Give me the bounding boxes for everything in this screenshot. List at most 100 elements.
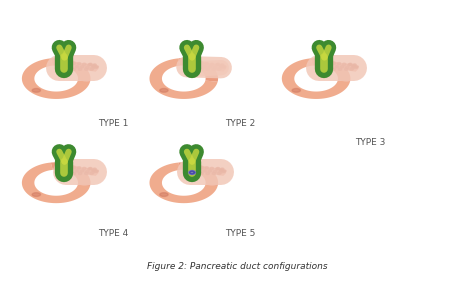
Circle shape <box>332 63 336 65</box>
Circle shape <box>189 66 196 70</box>
Circle shape <box>88 168 91 170</box>
Circle shape <box>92 65 95 67</box>
Circle shape <box>89 168 92 170</box>
Text: TYPE 4: TYPE 4 <box>98 229 128 237</box>
PathPatch shape <box>282 58 350 99</box>
Circle shape <box>91 67 94 69</box>
Circle shape <box>188 66 192 68</box>
Circle shape <box>196 66 200 68</box>
Circle shape <box>220 64 224 66</box>
Circle shape <box>223 170 226 172</box>
Circle shape <box>219 169 223 171</box>
Circle shape <box>82 167 86 170</box>
Circle shape <box>189 171 195 175</box>
Circle shape <box>340 66 344 68</box>
PathPatch shape <box>51 58 91 82</box>
Circle shape <box>208 170 212 172</box>
Circle shape <box>95 170 99 172</box>
Circle shape <box>93 64 96 66</box>
Circle shape <box>91 171 94 173</box>
Circle shape <box>85 170 89 173</box>
Circle shape <box>85 66 89 68</box>
Ellipse shape <box>160 193 168 196</box>
PathPatch shape <box>149 162 218 203</box>
Circle shape <box>217 68 221 70</box>
Circle shape <box>61 170 68 174</box>
PathPatch shape <box>186 63 227 72</box>
Circle shape <box>354 66 357 68</box>
Circle shape <box>205 63 209 65</box>
Circle shape <box>77 167 81 169</box>
Circle shape <box>352 65 356 67</box>
Circle shape <box>89 63 92 65</box>
Circle shape <box>61 66 64 68</box>
Circle shape <box>203 170 207 172</box>
Circle shape <box>338 68 342 70</box>
PathPatch shape <box>149 58 218 99</box>
Circle shape <box>335 66 339 68</box>
Circle shape <box>64 169 67 171</box>
Circle shape <box>191 65 195 67</box>
Circle shape <box>80 66 84 68</box>
Circle shape <box>88 64 91 66</box>
PathPatch shape <box>58 167 99 176</box>
Circle shape <box>355 66 358 68</box>
Circle shape <box>78 172 82 175</box>
PathPatch shape <box>186 167 227 176</box>
Circle shape <box>69 66 73 68</box>
Circle shape <box>77 63 81 65</box>
Circle shape <box>67 167 71 170</box>
Circle shape <box>210 167 214 170</box>
Circle shape <box>352 65 355 67</box>
Circle shape <box>219 65 223 67</box>
PathPatch shape <box>58 63 99 72</box>
Circle shape <box>72 63 76 65</box>
Circle shape <box>93 168 96 170</box>
Circle shape <box>75 66 79 68</box>
Circle shape <box>64 65 67 67</box>
Circle shape <box>213 66 217 68</box>
Text: TYPE 1: TYPE 1 <box>98 119 128 128</box>
Circle shape <box>92 169 95 171</box>
Circle shape <box>219 169 223 171</box>
Circle shape <box>84 172 88 175</box>
Circle shape <box>80 170 84 172</box>
Circle shape <box>84 68 88 70</box>
Circle shape <box>72 68 76 70</box>
Circle shape <box>321 66 328 70</box>
Circle shape <box>212 68 216 70</box>
Circle shape <box>337 63 341 65</box>
Circle shape <box>210 63 214 65</box>
Circle shape <box>345 68 348 70</box>
Circle shape <box>78 68 82 70</box>
Circle shape <box>349 63 352 65</box>
Circle shape <box>61 66 68 70</box>
Circle shape <box>72 172 76 175</box>
Circle shape <box>353 64 356 66</box>
Circle shape <box>72 167 76 169</box>
Circle shape <box>217 172 221 175</box>
Circle shape <box>206 68 210 70</box>
Circle shape <box>75 170 79 172</box>
Circle shape <box>92 65 95 67</box>
Circle shape <box>217 63 220 65</box>
Circle shape <box>324 65 328 67</box>
Circle shape <box>212 172 216 175</box>
Circle shape <box>61 170 64 173</box>
Circle shape <box>92 169 95 171</box>
Circle shape <box>223 66 226 68</box>
Circle shape <box>82 63 86 65</box>
Circle shape <box>327 63 330 65</box>
Circle shape <box>200 68 203 70</box>
Circle shape <box>94 170 98 173</box>
Circle shape <box>208 66 212 68</box>
Circle shape <box>200 172 203 175</box>
Circle shape <box>219 67 222 69</box>
Circle shape <box>220 168 224 170</box>
Circle shape <box>219 171 222 173</box>
PathPatch shape <box>178 58 218 82</box>
Circle shape <box>221 66 225 68</box>
Text: Figure 2: Pancreatic duct configurations: Figure 2: Pancreatic duct configurations <box>146 262 328 271</box>
Circle shape <box>350 68 353 70</box>
Text: TYPE 3: TYPE 3 <box>355 138 385 147</box>
